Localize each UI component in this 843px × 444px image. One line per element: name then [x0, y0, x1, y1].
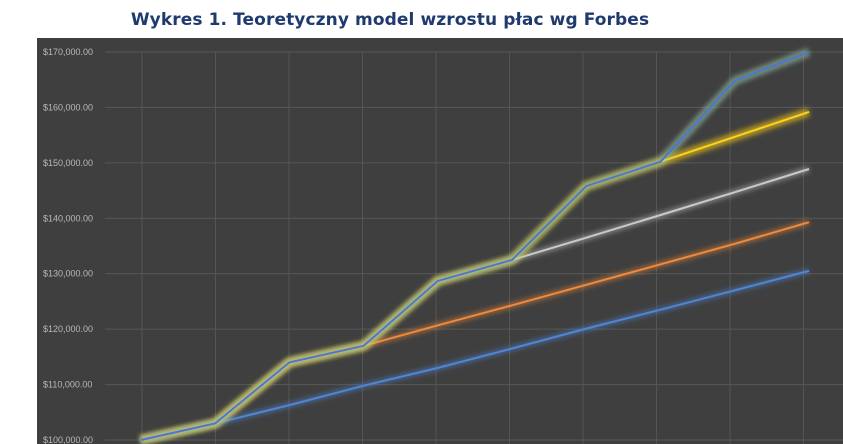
y-tick-label: $140,000.00 — [43, 213, 93, 223]
y-tick-label: $100,000.00 — [43, 435, 93, 444]
y-tick-label: $130,000.00 — [43, 269, 93, 279]
y-tick-label: $160,000.00 — [43, 102, 93, 112]
gridlines — [105, 51, 843, 444]
chart-title: Wykres 1. Teoretyczny model wzrostu płac… — [130, 10, 650, 30]
y-tick-label: $170,000.00 — [43, 47, 93, 57]
series-lines — [140, 47, 811, 444]
series-line — [140, 269, 810, 441]
y-tick-label: $110,000.00 — [43, 380, 92, 390]
y-tick-label: $120,000.00 — [43, 324, 93, 334]
line-chart: $100,000.00 $110,000.00 $120,000.00 $130,00… — [37, 38, 843, 444]
y-axis-ticks: $100,000.00 $110,000.00 $120,000.00 $130,00… — [43, 47, 93, 444]
series-line — [140, 51, 810, 441]
y-tick-label: $150,000.00 — [43, 158, 93, 168]
